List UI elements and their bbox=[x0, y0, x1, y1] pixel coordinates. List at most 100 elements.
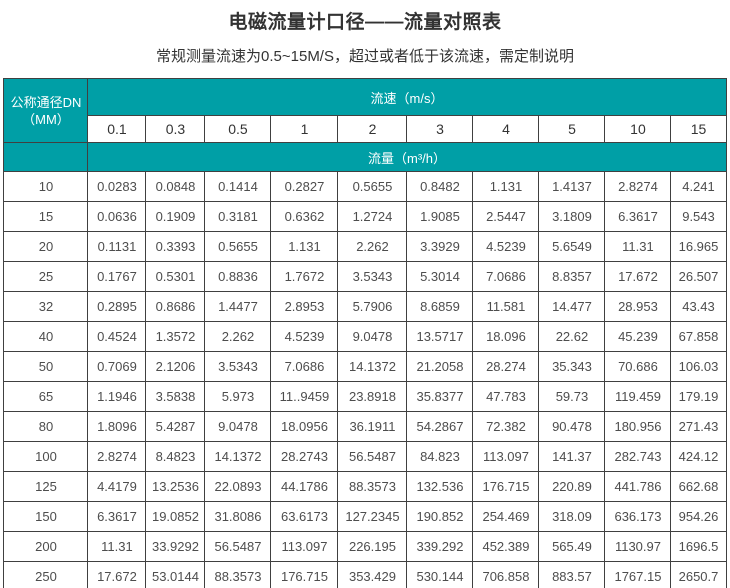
flow-cell: 1696.5 bbox=[670, 531, 727, 562]
flow-cell: 14.1372 bbox=[337, 351, 408, 382]
flow-cell: 3.1809 bbox=[538, 201, 606, 232]
flow-cell: 26.507 bbox=[670, 261, 727, 292]
flow-cell: 2.262 bbox=[204, 321, 272, 352]
table-row: 50 0.7069 2.1206 3.5343 7.0686 14.1372 21.2058… bbox=[3, 351, 727, 382]
flow-cell: 88.3573 bbox=[204, 561, 272, 588]
flow-cell: 1767.15 bbox=[604, 561, 672, 588]
flow-cell: 6.3617 bbox=[604, 201, 672, 232]
flow-cell: 14.1372 bbox=[204, 441, 272, 472]
flow-cell: 132.536 bbox=[406, 471, 474, 502]
table-row: 15 0.0636 0.1909 0.3181 0.6362 1.2724 1.9085 2.… bbox=[3, 201, 727, 232]
flow-cell: 11.581 bbox=[472, 291, 540, 322]
flow-cell: 5.3014 bbox=[406, 261, 474, 292]
header-row-velocity-label: 公称通径DN （MM） 流速（m/s） bbox=[3, 78, 727, 143]
flow-cell: 530.144 bbox=[406, 561, 474, 588]
flow-cell: 0.1131 bbox=[87, 231, 147, 262]
flow-cell: 0.1767 bbox=[87, 261, 147, 292]
flow-cell: 0.5655 bbox=[204, 231, 272, 262]
velocity-header-cell: 2 bbox=[337, 115, 408, 143]
flow-cell: 0.5655 bbox=[337, 171, 408, 202]
flow-cell: 5.6549 bbox=[538, 231, 606, 262]
flow-cell: 113.097 bbox=[472, 441, 540, 472]
flow-cell: 28.274 bbox=[472, 351, 540, 382]
flow-cell: 2.5447 bbox=[472, 201, 540, 232]
corner-header-line2: （MM） bbox=[22, 111, 70, 127]
flow-cell: 282.743 bbox=[604, 441, 672, 472]
flow-cell: 70.686 bbox=[604, 351, 672, 382]
flow-cell: 0.4524 bbox=[87, 321, 147, 352]
flow-cell: 11..9459 bbox=[270, 381, 339, 412]
flow-cell: 5.4287 bbox=[145, 411, 206, 442]
velocity-header-cell: 0.3 bbox=[145, 115, 206, 143]
velocity-header-cell: 1 bbox=[270, 115, 339, 143]
flow-cell: 0.0848 bbox=[145, 171, 206, 202]
dn-cell: 150 bbox=[3, 501, 89, 532]
flow-cell: 11.31 bbox=[87, 531, 147, 562]
flow-cell: 220.89 bbox=[538, 471, 606, 502]
table-row: 10 0.0283 0.0848 0.1414 0.2827 0.5655 0.8482 1.… bbox=[3, 171, 727, 202]
flow-cell: 59.73 bbox=[538, 381, 606, 412]
dn-cell: 15 bbox=[3, 201, 89, 232]
flow-cell: 883.57 bbox=[538, 561, 606, 588]
flow-cell: 1.1946 bbox=[87, 381, 147, 412]
flow-cell: 452.389 bbox=[472, 531, 540, 562]
flow-cell: 176.715 bbox=[472, 471, 540, 502]
flow-cell: 54.2867 bbox=[406, 411, 474, 442]
flow-cell: 1.7672 bbox=[270, 261, 339, 292]
table-row: 25 0.1767 0.5301 0.8836 1.7672 3.5343 5.3014 7.… bbox=[3, 261, 727, 292]
flow-cell: 2.1206 bbox=[145, 351, 206, 382]
flow-cell: 271.43 bbox=[670, 411, 727, 442]
flow-cell: 119.459 bbox=[604, 381, 672, 412]
flow-header-empty-cell bbox=[3, 142, 89, 172]
flow-cell: 19.0852 bbox=[145, 501, 206, 532]
flow-cell: 176.715 bbox=[270, 561, 339, 588]
velocity-header-cell: 4 bbox=[472, 115, 540, 143]
flow-cell: 0.0636 bbox=[87, 201, 147, 232]
flow-cell: 17.672 bbox=[87, 561, 147, 588]
flow-cell: 2.8274 bbox=[604, 171, 672, 202]
flow-comparison-table: 公称通径DN （MM） 流速（m/s） 0.1 0.3 0.5 1 2 3 4 5 10 15 流… bbox=[3, 78, 727, 588]
dn-cell: 20 bbox=[3, 231, 89, 262]
dn-cell: 25 bbox=[3, 261, 89, 292]
flow-cell: 954.26 bbox=[670, 501, 727, 532]
dn-cell: 65 bbox=[3, 381, 89, 412]
flow-cell: 53.0144 bbox=[145, 561, 206, 588]
flow-cell: 43.43 bbox=[670, 291, 727, 322]
velocity-header-cell: 10 bbox=[604, 115, 672, 143]
flow-cell: 1.4137 bbox=[538, 171, 606, 202]
dn-cell: 80 bbox=[3, 411, 89, 442]
flow-cell: 21.2058 bbox=[406, 351, 474, 382]
flow-cell: 90.478 bbox=[538, 411, 606, 442]
table-row: 125 4.4179 13.2536 22.0893 44.1786 88.3573 132… bbox=[3, 471, 727, 502]
flow-cell: 1.3572 bbox=[145, 321, 206, 352]
flow-cell: 5.973 bbox=[204, 381, 272, 412]
flow-cell: 254.469 bbox=[472, 501, 540, 532]
flow-cell: 4.4179 bbox=[87, 471, 147, 502]
table-row: 100 2.8274 8.4823 14.1372 28.2743 56.5487 84.8… bbox=[3, 441, 727, 472]
flow-cell: 22.0893 bbox=[204, 471, 272, 502]
corner-header-line1: 公称通径DN bbox=[10, 94, 82, 110]
table-row: 20 0.1131 0.3393 0.5655 1.131 2.262 3.3929 4.52… bbox=[3, 231, 727, 262]
page-subtitle: 常规测量流速为0.5~15M/S，超过或者低于该流速，需定制说明 bbox=[156, 48, 574, 65]
flow-cell: 1130.97 bbox=[604, 531, 672, 562]
flow-cell: 45.239 bbox=[604, 321, 672, 352]
flow-cell: 3.5343 bbox=[204, 351, 272, 382]
flow-cell: 424.12 bbox=[670, 441, 727, 472]
flow-cell: 318.09 bbox=[538, 501, 606, 532]
table-row: 32 0.2895 0.8686 1.4477 2.8953 5.7906 8.6859 11… bbox=[3, 291, 727, 322]
dn-cell: 100 bbox=[3, 441, 89, 472]
flow-cell: 636.173 bbox=[604, 501, 672, 532]
dn-cell: 50 bbox=[3, 351, 89, 382]
flow-cell: 33.9292 bbox=[145, 531, 206, 562]
flow-cell: 662.68 bbox=[670, 471, 727, 502]
table-row: 200 11.31 33.9292 56.5487 113.097 226.195 339.… bbox=[3, 531, 727, 562]
velocity-unit-header: 流速（m/s） bbox=[87, 78, 727, 116]
flow-cell: 84.823 bbox=[406, 441, 474, 472]
flow-cell: 9.543 bbox=[670, 201, 727, 232]
flow-cell: 31.8086 bbox=[204, 501, 272, 532]
flow-cell: 5.7906 bbox=[337, 291, 408, 322]
flow-cell: 7.0686 bbox=[270, 351, 339, 382]
flow-unit-header: 流量（m³/h） bbox=[87, 142, 727, 172]
flow-cell: 0.8686 bbox=[145, 291, 206, 322]
flow-cell: 226.195 bbox=[337, 531, 408, 562]
